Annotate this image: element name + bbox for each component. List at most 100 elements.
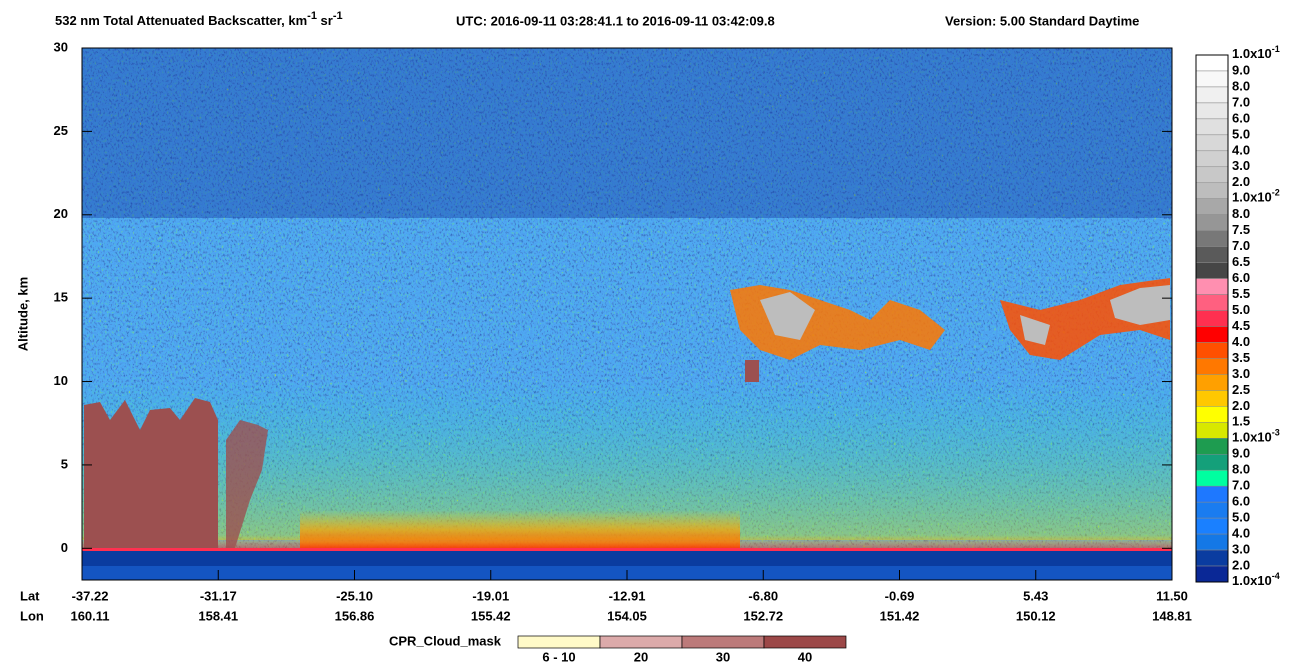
colorbar-label: 2.0 bbox=[1232, 557, 1250, 572]
lat-tick-label: 5.43 bbox=[1023, 588, 1048, 603]
y-tick-label: 0 bbox=[61, 540, 68, 555]
colorbar-label: 3.5 bbox=[1232, 350, 1250, 365]
colorbar-exponent: -2 bbox=[1272, 188, 1280, 198]
cpr-legend-label: 40 bbox=[798, 649, 812, 664]
colorbar-cell bbox=[1195, 230, 1229, 247]
y-tick-label: 25 bbox=[54, 123, 68, 138]
lon-tick-label: 155.42 bbox=[471, 608, 511, 623]
colorbar-label: 4.5 bbox=[1232, 318, 1250, 333]
colorbar-cell bbox=[1195, 70, 1229, 88]
colorbar-label: 7.0 bbox=[1232, 238, 1250, 253]
colorbar-label: 8.0 bbox=[1232, 206, 1250, 221]
colorbar-cell bbox=[1195, 565, 1229, 583]
colorbar-label: 8.0 bbox=[1232, 462, 1250, 477]
colorbar-cell bbox=[1195, 310, 1229, 327]
colorbar-cell bbox=[1195, 262, 1229, 279]
colorbar-label: 3.0 bbox=[1232, 158, 1250, 173]
cpr-legend-swatch bbox=[763, 635, 847, 649]
colorbar-cell bbox=[1195, 422, 1229, 439]
colorbar-cell bbox=[1195, 214, 1229, 231]
colorbar-label: 4.0 bbox=[1232, 526, 1250, 541]
colorbar-label: 3.0 bbox=[1232, 366, 1250, 381]
colorbar-cell bbox=[1195, 294, 1229, 311]
y-tick-label: 30 bbox=[54, 39, 68, 54]
y-tick-label: 5 bbox=[61, 456, 68, 471]
lat-tick-label: -25.10 bbox=[336, 588, 373, 603]
colorbar-cell bbox=[1195, 453, 1229, 471]
y-tick-label: 10 bbox=[54, 373, 68, 388]
y-tick-label: 20 bbox=[54, 206, 68, 221]
colorbar-label: 2.0 bbox=[1232, 398, 1250, 413]
lat-tick-label: -19.01 bbox=[472, 588, 509, 603]
colorbar-label: 5.0 bbox=[1232, 126, 1250, 141]
colorbar-cell bbox=[1195, 86, 1229, 104]
cpr-legend-label: 6 - 10 bbox=[542, 649, 575, 664]
colorbar-cell bbox=[1195, 358, 1229, 375]
colorbar-mantissa: 1.0x10 bbox=[1232, 573, 1272, 588]
colorbar-mantissa: 1.0x10 bbox=[1232, 46, 1272, 61]
colorbar-label: 1.0x10-2 bbox=[1232, 188, 1280, 205]
colorbar-cell bbox=[1195, 198, 1229, 215]
title-part: 532 nm Total Attenuated Backscatter, km bbox=[55, 13, 307, 28]
y-tick-label: 15 bbox=[54, 290, 68, 305]
colorbar-cell bbox=[1195, 390, 1229, 407]
colorbar-cell bbox=[1195, 102, 1229, 120]
colorbar-label: 5.0 bbox=[1232, 510, 1250, 525]
colorbar-label: 5.5 bbox=[1232, 286, 1250, 301]
lat-tick-label: -6.80 bbox=[748, 588, 778, 603]
lon-tick-label: 148.81 bbox=[1152, 608, 1192, 623]
colorbar-label: 7.5 bbox=[1232, 222, 1250, 237]
colorbar-label: 9.0 bbox=[1232, 446, 1250, 461]
lat-tick-label: 11.50 bbox=[1156, 588, 1188, 603]
title-part: -1 bbox=[307, 10, 317, 22]
colorbar-label: 7.0 bbox=[1232, 94, 1250, 109]
colorbar-exponent: -4 bbox=[1272, 571, 1280, 581]
colorbar-mantissa: 1.0x10 bbox=[1232, 190, 1272, 205]
colorbar-label: 3.0 bbox=[1232, 541, 1250, 556]
colorbar-cell bbox=[1195, 342, 1229, 359]
backscatter-image bbox=[82, 48, 1172, 580]
colorbar-cell bbox=[1195, 501, 1229, 519]
colorbar-label: 4.0 bbox=[1232, 334, 1250, 349]
colorbar-exponent: -3 bbox=[1272, 428, 1280, 438]
colorbar-label: 6.5 bbox=[1232, 254, 1250, 269]
y-axis-label: Altitude, km bbox=[15, 277, 30, 351]
colorbar-label: 5.0 bbox=[1232, 302, 1250, 317]
lon-label: Lon bbox=[20, 608, 44, 623]
lon-tick-label: 154.05 bbox=[607, 608, 647, 623]
colorbar-cell bbox=[1195, 118, 1229, 136]
colorbar-cell bbox=[1195, 549, 1229, 567]
cpr-legend-label: 30 bbox=[716, 649, 730, 664]
colorbar-label: 9.0 bbox=[1232, 62, 1250, 77]
lon-tick-label: 160.11 bbox=[70, 608, 109, 623]
colorbar-cell bbox=[1195, 134, 1229, 152]
colorbar-cell bbox=[1195, 517, 1229, 535]
colorbar-label: 2.5 bbox=[1232, 382, 1250, 397]
colorbar-cell bbox=[1195, 406, 1229, 423]
colorbar-label: 1.5 bbox=[1232, 414, 1250, 429]
colorbar-label: 1.0x10-3 bbox=[1232, 428, 1280, 445]
lat-tick-label: -12.91 bbox=[609, 588, 646, 603]
colorbar-cell bbox=[1195, 246, 1229, 263]
colorbar-frame bbox=[1195, 54, 1229, 583]
colorbar-cell bbox=[1195, 374, 1229, 391]
colorbar-exponent: -1 bbox=[1272, 44, 1280, 54]
colorbar-cell bbox=[1195, 485, 1229, 503]
lon-tick-label: 156.86 bbox=[335, 608, 375, 623]
cpr-legend-swatch bbox=[517, 635, 601, 649]
colorbar-cell bbox=[1195, 533, 1229, 551]
cpr-legend-title: CPR_Cloud_mask bbox=[389, 633, 502, 648]
title-part: -1 bbox=[333, 10, 343, 22]
colorbar-cell bbox=[1195, 469, 1229, 487]
colorbar-label: 6.0 bbox=[1232, 270, 1250, 285]
colorbar-label: 4.0 bbox=[1232, 142, 1250, 157]
colorbar-label: 7.0 bbox=[1232, 478, 1250, 493]
cpr-legend-label: 20 bbox=[634, 649, 648, 664]
lon-tick-label: 150.12 bbox=[1016, 608, 1056, 623]
lat-label: Lat bbox=[20, 588, 40, 603]
lat-tick-label: -31.17 bbox=[200, 588, 237, 603]
colorbar-cell bbox=[1195, 150, 1229, 168]
version: Version: 5.00 Standard Daytime bbox=[945, 13, 1139, 28]
colorbar-cell bbox=[1195, 166, 1229, 184]
